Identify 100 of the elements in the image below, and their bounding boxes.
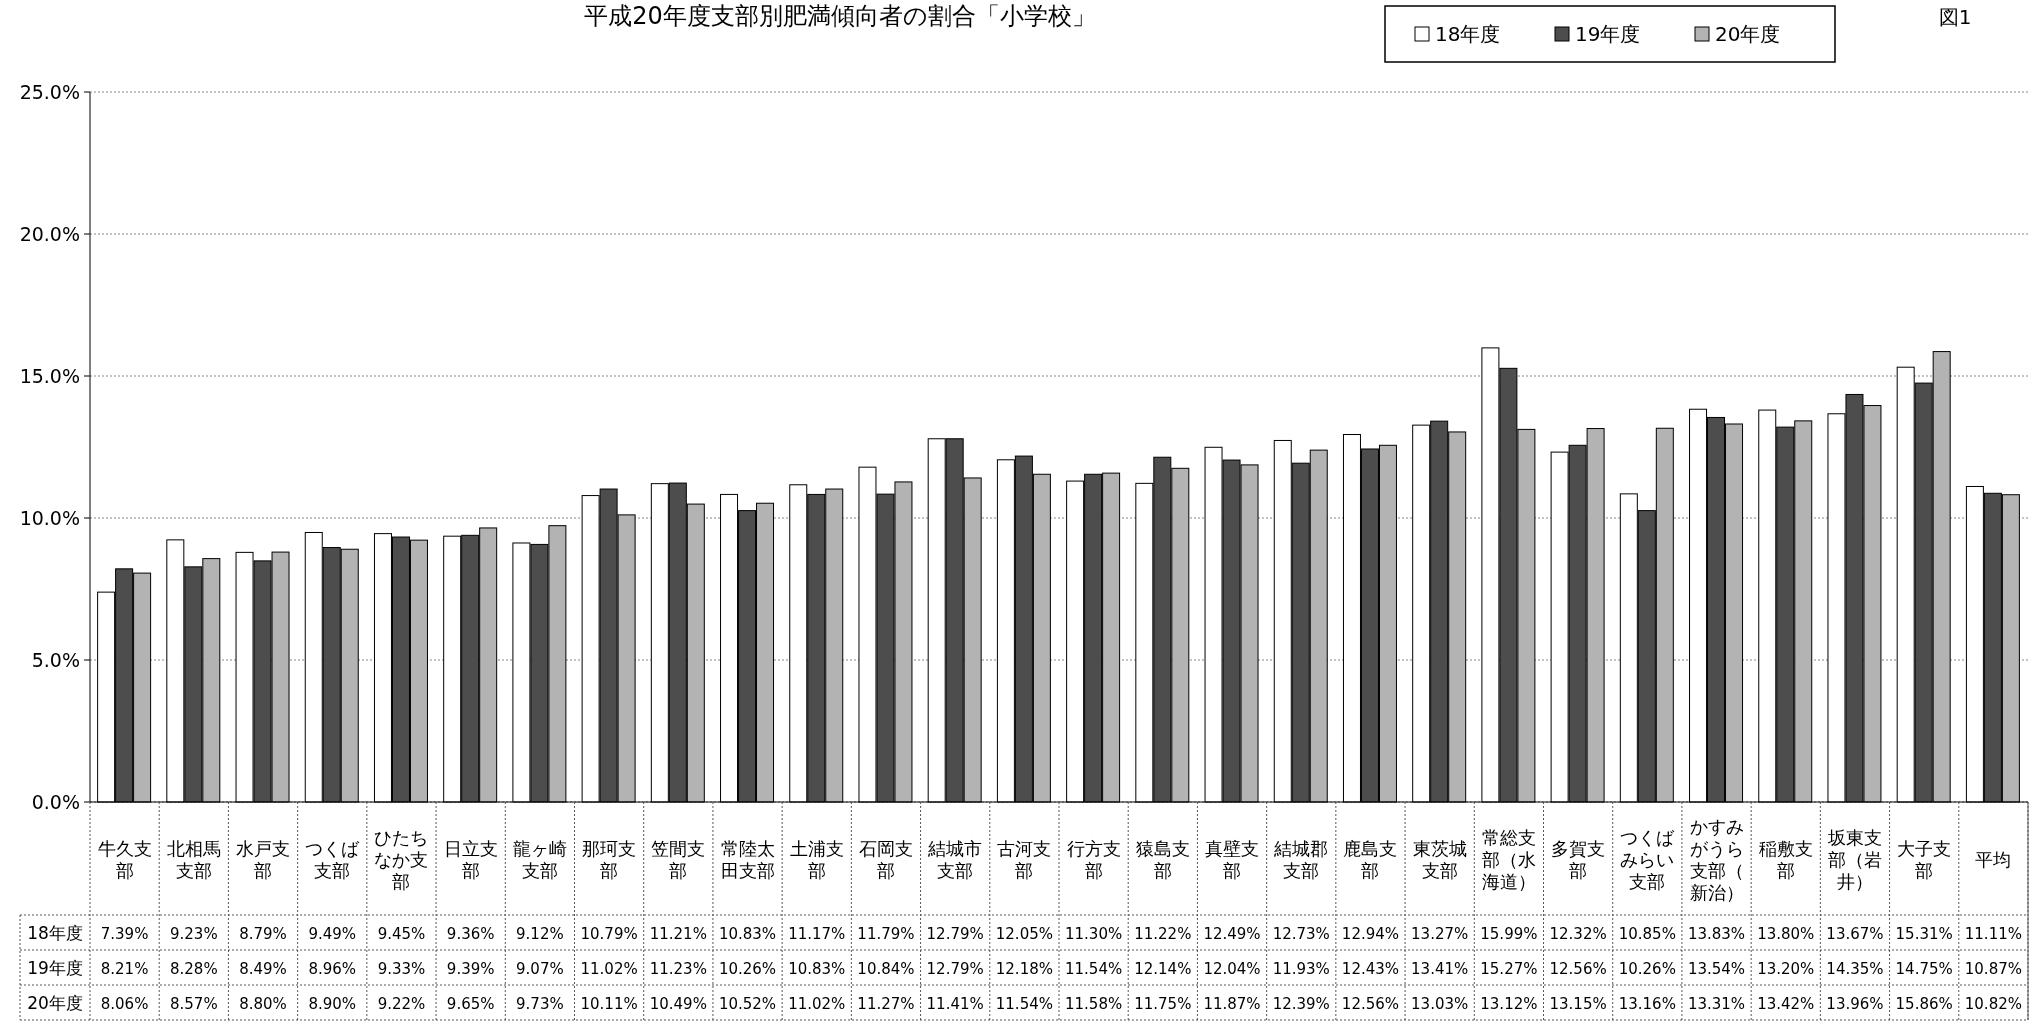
- data-label: 13.42%: [1757, 994, 1815, 1013]
- data-label: 8.21%: [100, 959, 149, 978]
- text: 20年度: [27, 992, 83, 1013]
- text: 19年度: [27, 957, 83, 978]
- data-label: 11.75%: [1134, 994, 1192, 1013]
- data-label: 8.90%: [308, 994, 357, 1013]
- data-label: 11.41%: [926, 994, 984, 1013]
- data-label: 13.67%: [1826, 924, 1884, 943]
- data-label: 12.14%: [1134, 959, 1192, 978]
- title: 平成20年度支部別肥満傾向者の割合「小学校」: [584, 2, 1096, 30]
- data-label: 8.28%: [169, 959, 218, 978]
- data-label: 9.73%: [516, 994, 564, 1013]
- data-label: 11.21%: [649, 924, 707, 943]
- x-tick-label: 那珂支部: [582, 837, 637, 881]
- x-tick-label: 結城郡支部: [1273, 837, 1329, 881]
- data-label: 12.05%: [995, 924, 1053, 943]
- data-label: 13.27%: [1411, 924, 1469, 943]
- data-label: 10.52%: [718, 994, 777, 1013]
- data-label: 13.20%: [1757, 959, 1815, 978]
- data-label: 12.32%: [1549, 924, 1607, 943]
- data-label: 11.23%: [649, 959, 707, 978]
- data-label: 13.16%: [1618, 994, 1676, 1013]
- data-label: 8.57%: [169, 994, 218, 1013]
- data-label: 9.39%: [446, 959, 495, 978]
- data-label: 12.79%: [926, 959, 984, 978]
- data-label: 10.85%: [1618, 924, 1676, 943]
- x-tick-label: 北相馬支部: [166, 837, 221, 881]
- legend-label: 19年度: [1575, 22, 1641, 46]
- data-label: 12.49%: [1203, 924, 1261, 943]
- x-tick-label: つくば支部: [305, 837, 361, 881]
- data-label: 10.26%: [1618, 959, 1676, 978]
- x-tick-label: 行方支部: [1066, 837, 1121, 881]
- data-label: 8.80%: [239, 994, 287, 1013]
- data-label: 10.49%: [649, 994, 707, 1013]
- x-tick-label: 龍ヶ崎支部: [512, 837, 567, 881]
- y-tick-label: 20.0%: [19, 223, 80, 245]
- data-label: 12.79%: [926, 924, 984, 943]
- data-label: 10.87%: [1964, 959, 2022, 978]
- y-tick-label: 5.0%: [31, 649, 80, 671]
- data-label: 10.82%: [1964, 994, 2022, 1013]
- data-label: 15.31%: [1895, 924, 1953, 943]
- data-label: 13.03%: [1411, 994, 1469, 1013]
- data-label: 13.96%: [1826, 994, 1884, 1013]
- data-label: 14.35%: [1826, 959, 1884, 978]
- x-tick-label: 稲敷支部: [1758, 837, 1813, 881]
- data-label: 9.49%: [308, 924, 357, 943]
- data-label: 13.15%: [1549, 994, 1607, 1013]
- x-tick-label: 日立支部: [443, 837, 498, 881]
- data-label: 10.83%: [718, 924, 777, 943]
- text: 18年度: [27, 922, 83, 943]
- legend-label: 20年度: [1715, 22, 1781, 46]
- data-label: 15.27%: [1480, 959, 1538, 978]
- x-tick-label: 真壁支部: [1205, 837, 1260, 881]
- x-tick-label: 多賀支部: [1551, 837, 1606, 881]
- data-label: 11.17%: [788, 924, 846, 943]
- x-tick-label: 牛久支部: [97, 837, 152, 881]
- data-label: 13.80%: [1757, 924, 1815, 943]
- data-label: 10.26%: [718, 959, 777, 978]
- x-tick-label: 結城市支部: [927, 837, 983, 881]
- data-label: 11.87%: [1203, 994, 1261, 1013]
- data-label: 11.93%: [1272, 959, 1330, 978]
- data-label: 12.56%: [1549, 959, 1607, 978]
- data-label: 11.02%: [580, 959, 638, 978]
- data-label: 10.11%: [580, 994, 638, 1013]
- data-label: 12.56%: [1341, 994, 1400, 1013]
- data-label: 12.18%: [995, 959, 1053, 978]
- data-label: 9.33%: [377, 959, 426, 978]
- data-label: 9.07%: [516, 959, 564, 978]
- data-label: 10.83%: [788, 959, 846, 978]
- x-tick-label: 猿島支部: [1135, 837, 1190, 881]
- x-tick-label: つくばみらい支部: [1620, 826, 1676, 892]
- data-label: 12.43%: [1341, 959, 1400, 978]
- x-tick-label: 常陸太田支部: [720, 837, 775, 881]
- x-tick-label: 常総支部（水海道）: [1481, 826, 1536, 892]
- x-tick-label: 石岡支部: [858, 837, 913, 881]
- x-tick-label: 平均: [1975, 848, 2012, 870]
- data-label: 14.75%: [1895, 959, 1953, 978]
- data-label: 11.22%: [1134, 924, 1192, 943]
- data-label: 7.39%: [100, 924, 149, 943]
- x-tick-label: 東茨城支部: [1412, 837, 1467, 881]
- data-label: 8.49%: [239, 959, 287, 978]
- data-label: 12.94%: [1341, 924, 1400, 943]
- data-label: 11.11%: [1964, 924, 2022, 943]
- data-label: 9.45%: [377, 924, 426, 943]
- x-tick-label: かすみがうら支部（新治）: [1689, 815, 1744, 903]
- x-tick-label: 大子支部: [1897, 837, 1952, 881]
- data-label: 11.54%: [1065, 959, 1123, 978]
- x-tick-label: 笠間支部: [651, 837, 706, 881]
- x-tick-label: ひたちなか支部: [374, 826, 429, 892]
- x-tick-label: 坂東支部（岩井）: [1826, 826, 1882, 892]
- x-tick-label: 土浦支部: [789, 837, 844, 881]
- legend-label: 18年度: [1435, 22, 1501, 46]
- data-label: 9.22%: [377, 994, 426, 1013]
- data-label: 12.73%: [1272, 924, 1330, 943]
- data-label: 9.36%: [446, 924, 495, 943]
- y-tick-label: 15.0%: [19, 365, 80, 387]
- data-label: 13.54%: [1687, 959, 1746, 978]
- x-tick-label: 鹿島支部: [1343, 837, 1398, 881]
- data-label: 13.12%: [1480, 994, 1538, 1013]
- data-label: 10.79%: [580, 924, 638, 943]
